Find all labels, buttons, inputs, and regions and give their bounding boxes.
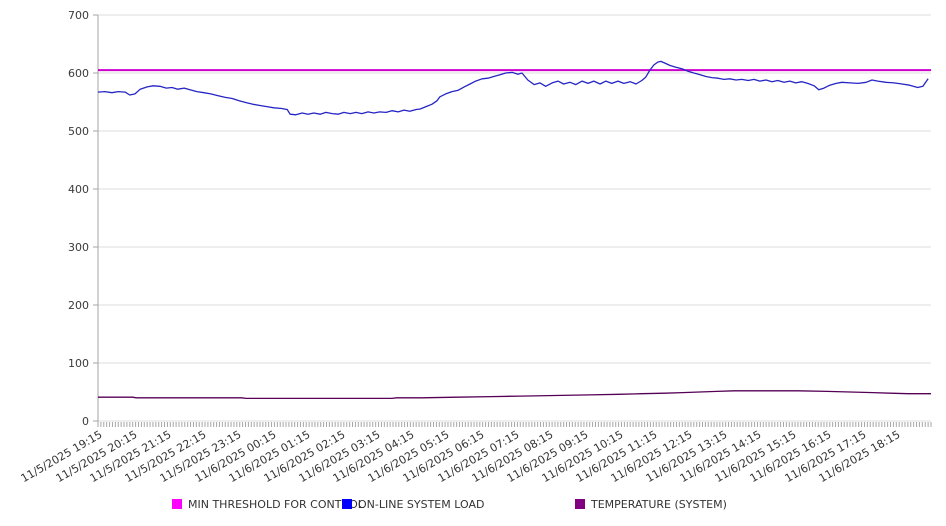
- system-load-swatch-icon: [342, 499, 352, 509]
- svg-text:700: 700: [68, 9, 89, 22]
- svg-text:500: 500: [68, 125, 89, 138]
- temperature-swatch-icon: [575, 499, 585, 509]
- legend-item-min-threshold: MIN THRESHOLD FOR CONTROL: [172, 497, 364, 511]
- svg-text:300: 300: [68, 241, 89, 254]
- svg-text:0: 0: [82, 415, 89, 428]
- legend-label: TEMPERATURE (SYSTEM): [591, 497, 727, 511]
- min-threshold-swatch-icon: [172, 499, 182, 509]
- svg-text:200: 200: [68, 299, 89, 312]
- legend-label: ON-LINE SYSTEM LOAD: [358, 497, 485, 511]
- legend-label: MIN THRESHOLD FOR CONTROL: [188, 497, 364, 511]
- legend-item-system-load: ON-LINE SYSTEM LOAD: [342, 497, 484, 511]
- line-chart: 700 600 500 400 300 200 100 0: [68, 9, 932, 428]
- svg-text:600: 600: [68, 67, 89, 80]
- legend-item-temperature: TEMPERATURE (SYSTEM): [575, 497, 727, 511]
- svg-text:100: 100: [68, 357, 89, 370]
- svg-text:400: 400: [68, 183, 89, 196]
